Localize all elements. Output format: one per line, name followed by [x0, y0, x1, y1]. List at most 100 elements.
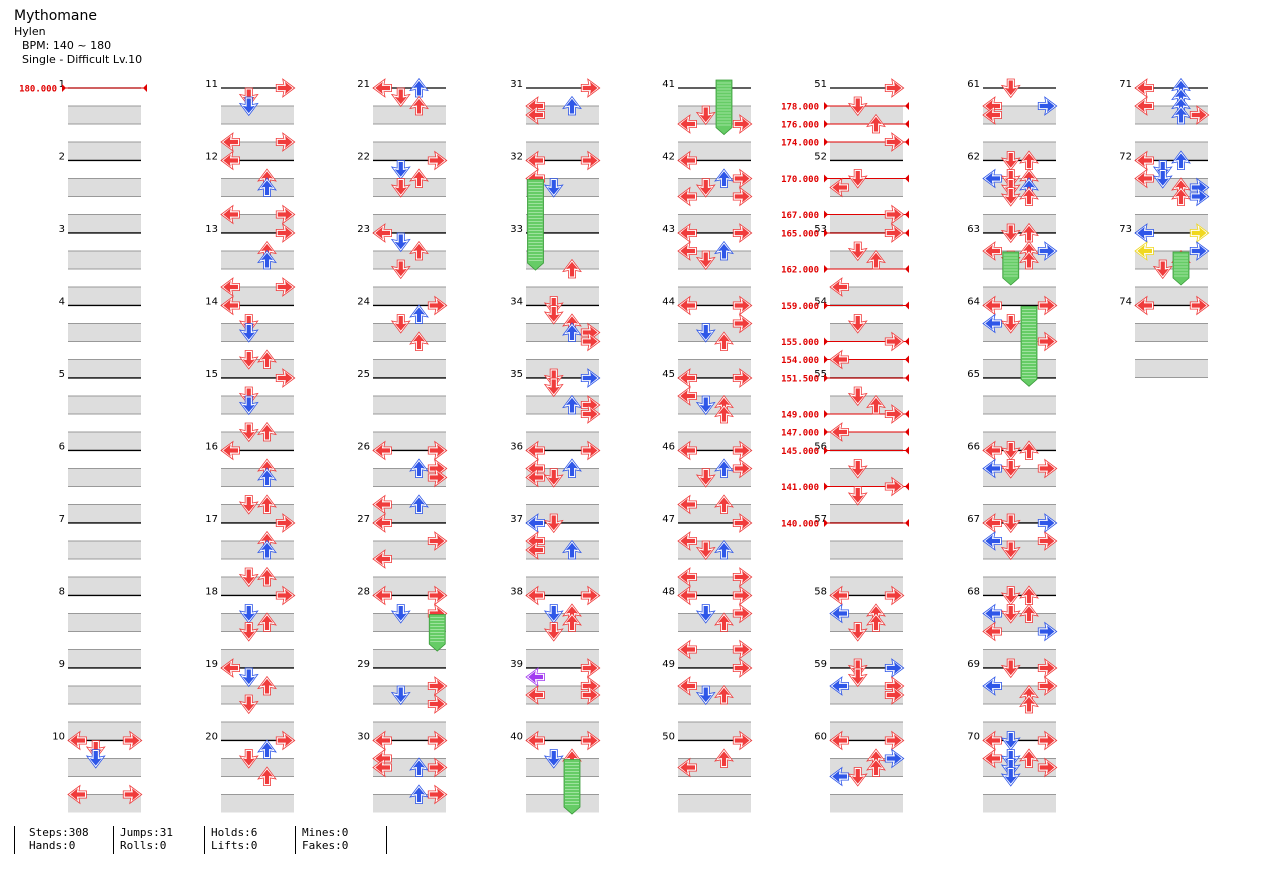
measure-number: 53 — [814, 224, 827, 235]
up-arrow-note — [714, 331, 734, 351]
measure-number: 50 — [662, 732, 675, 743]
right-arrow-note — [884, 658, 905, 678]
left-arrow-note — [372, 585, 392, 606]
down-arrow-note — [695, 540, 716, 561]
left-arrow-note — [677, 757, 697, 778]
right-arrow-note — [884, 685, 905, 705]
up-arrow-note — [409, 168, 429, 188]
stat-cell: Holds:6 Lifts:0 — [204, 826, 295, 854]
up-arrow-note — [409, 304, 429, 324]
left-arrow-note — [220, 150, 240, 171]
right-arrow-note — [1037, 730, 1058, 751]
measure-band — [221, 468, 294, 487]
measure-band — [526, 722, 599, 740]
up-arrow-note — [714, 748, 734, 768]
bpm-value: 176.000 — [781, 121, 819, 131]
right-arrow-note — [580, 685, 601, 705]
measure-band — [830, 432, 903, 450]
measure-band — [68, 432, 141, 450]
left-arrow-note — [677, 494, 697, 515]
down-arrow-note — [1000, 78, 1021, 99]
measure-band — [221, 686, 294, 704]
measure-band — [678, 287, 751, 305]
measure-band — [68, 359, 141, 378]
right-arrow-note — [1189, 295, 1210, 316]
measure-band — [983, 722, 1056, 740]
measure-band — [221, 106, 294, 124]
right-arrow-note — [580, 78, 601, 98]
down-arrow-note — [238, 350, 259, 370]
measure-number: 29 — [357, 659, 370, 670]
measure-band — [830, 577, 903, 595]
measure-band — [221, 287, 294, 305]
measure-band — [983, 758, 1056, 777]
left-arrow-note — [982, 168, 1002, 189]
measure-number: 13 — [205, 224, 218, 235]
right-arrow-note — [1037, 621, 1058, 642]
measure-band — [68, 541, 141, 559]
measure-number: 44 — [662, 297, 675, 308]
bpm-value: 154.000 — [781, 356, 819, 366]
down-arrow-note — [543, 604, 564, 624]
measure-band — [373, 396, 446, 414]
left-arrow-note — [1134, 96, 1154, 116]
measure-band — [68, 178, 141, 197]
bpm-value: 178.000 — [781, 103, 819, 113]
down-arrow-note — [847, 386, 868, 407]
measure-number: 35 — [510, 369, 523, 380]
bpm-marker — [62, 84, 66, 92]
measure-number: 74 — [1119, 297, 1132, 308]
up-arrow-note — [714, 240, 734, 261]
measure-band — [830, 541, 903, 559]
right-arrow-note — [1037, 331, 1058, 352]
measure-number: 21 — [357, 79, 370, 90]
right-arrow-note — [884, 204, 905, 225]
down-arrow-note — [1000, 658, 1021, 679]
right-arrow-note — [427, 531, 448, 551]
measure-band — [678, 794, 751, 813]
stat-value: Fakes:0 — [302, 839, 349, 852]
measure-band — [526, 758, 599, 777]
measure-number: 56 — [814, 442, 827, 453]
right-arrow-note — [427, 757, 448, 778]
up-arrow-note — [866, 249, 886, 270]
measure-number: 54 — [814, 297, 827, 308]
measure-band — [526, 287, 599, 305]
down-arrow-note — [390, 178, 411, 198]
right-arrow-note — [732, 730, 753, 751]
down-arrow-note — [695, 178, 716, 198]
down-arrow-note — [695, 105, 716, 126]
measure-band — [526, 323, 599, 342]
down-arrow-note — [1000, 586, 1021, 606]
left-arrow-note — [982, 105, 1002, 125]
down-arrow-note — [238, 395, 259, 416]
measure-number: 33 — [510, 224, 523, 235]
left-arrow-note — [829, 603, 849, 624]
bpm-marker — [824, 519, 828, 527]
measure-number: 73 — [1119, 224, 1132, 235]
right-arrow-note — [884, 476, 905, 497]
measure-number: 12 — [205, 152, 218, 163]
right-arrow-note — [122, 730, 143, 751]
up-arrow-note — [562, 322, 582, 342]
up-arrow-note — [1019, 748, 1039, 768]
up-arrow-note — [866, 612, 886, 632]
down-arrow-note — [1152, 259, 1173, 280]
right-arrow-note — [884, 331, 905, 352]
down-arrow-note — [847, 459, 868, 479]
up-arrow-note — [257, 675, 277, 696]
measure-band — [526, 649, 599, 668]
right-arrow-note — [1189, 186, 1210, 207]
measure-number: 17 — [205, 514, 218, 525]
left-arrow-note — [982, 513, 1002, 533]
measure-band — [68, 468, 141, 487]
right-arrow-note — [275, 204, 296, 225]
up-arrow-note — [1171, 150, 1191, 170]
step-chart: 1234567891011121314151617181920212223242… — [19, 77, 1210, 815]
stat-value: Lifts:0 — [211, 839, 258, 852]
measure-number: 37 — [510, 514, 523, 525]
left-arrow-note — [677, 585, 697, 606]
right-arrow-note — [1189, 241, 1210, 261]
down-arrow-note — [847, 169, 868, 189]
measure-band — [221, 613, 294, 632]
